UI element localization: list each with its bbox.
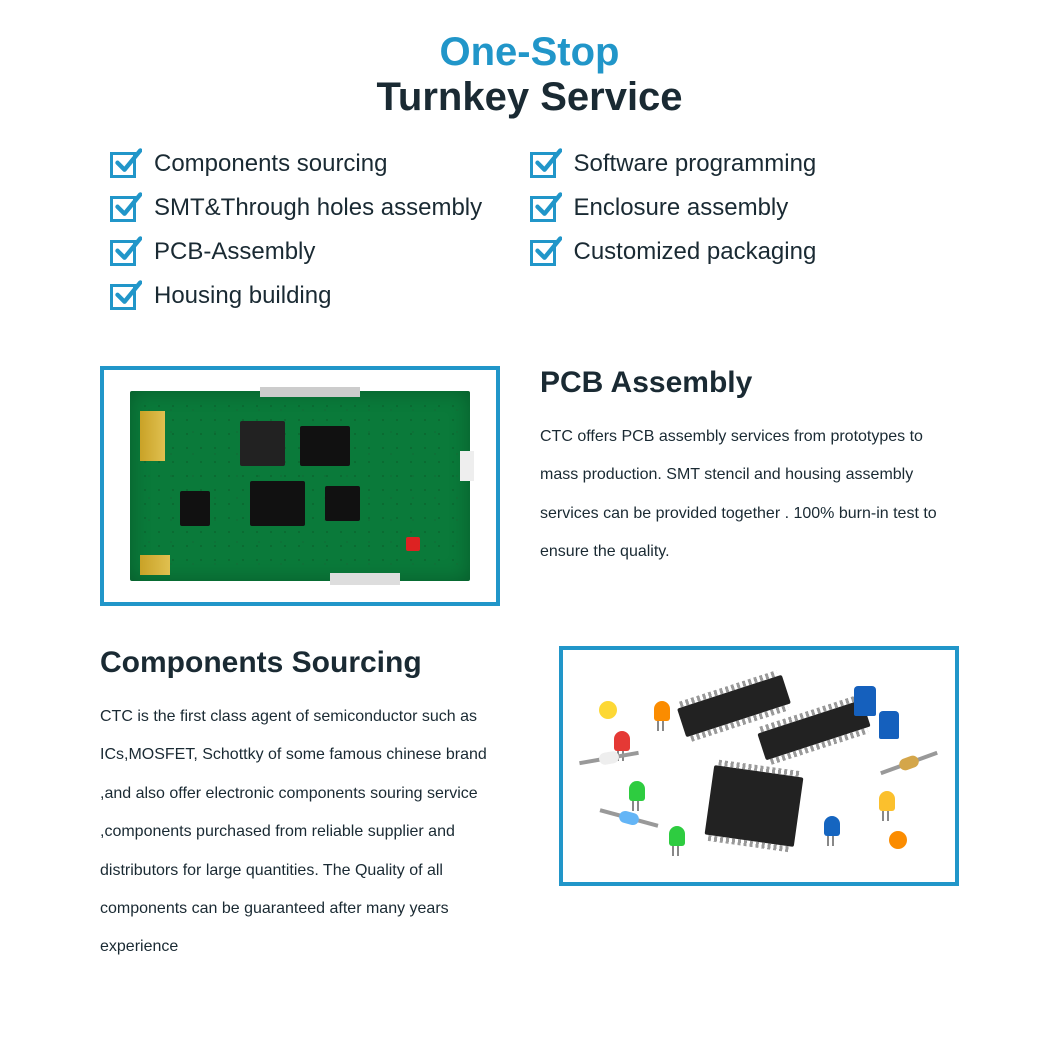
components-body: CTC is the first class agent of semicond… xyxy=(100,698,519,967)
section-components-sourcing: Components Sourcing CTC is the first cla… xyxy=(0,646,1059,967)
feature-label: Housing building xyxy=(154,282,331,310)
feature-item: Customized packaging xyxy=(530,238,950,266)
pcb-title: PCB Assembly xyxy=(540,366,959,400)
pcb-board-illustration xyxy=(130,391,470,581)
checkmark-icon xyxy=(530,238,558,266)
feature-item: PCB-Assembly xyxy=(110,238,530,266)
page-header: One-Stop Turnkey Service xyxy=(0,30,1059,120)
feature-item: Housing building xyxy=(110,282,530,310)
components-title: Components Sourcing xyxy=(100,646,519,680)
header-line1: One-Stop xyxy=(0,30,1059,75)
feature-label: Customized packaging xyxy=(574,238,817,266)
feature-label: PCB-Assembly xyxy=(154,238,315,266)
checkmark-icon xyxy=(530,150,558,178)
pcb-image-frame xyxy=(100,366,500,606)
feature-label: Enclosure assembly xyxy=(574,194,789,222)
features-left-column: Components sourcing SMT&Through holes as… xyxy=(110,150,530,326)
components-text-block: Components Sourcing CTC is the first cla… xyxy=(100,646,519,967)
feature-item: Enclosure assembly xyxy=(530,194,950,222)
section-pcb-assembly: PCB Assembly CTC offers PCB assembly ser… xyxy=(0,366,1059,606)
checkmark-icon xyxy=(530,194,558,222)
pcb-body: CTC offers PCB assembly services from pr… xyxy=(540,418,959,572)
header-line2: Turnkey Service xyxy=(0,75,1059,120)
components-illustration xyxy=(579,661,939,871)
checkmark-icon xyxy=(110,150,138,178)
checkmark-icon xyxy=(110,238,138,266)
features-right-column: Software programming Enclosure assembly … xyxy=(530,150,950,326)
feature-label: Software programming xyxy=(574,150,817,178)
checkmark-icon xyxy=(110,194,138,222)
features-list: Components sourcing SMT&Through holes as… xyxy=(0,150,1059,326)
checkmark-icon xyxy=(110,282,138,310)
feature-item: Software programming xyxy=(530,150,950,178)
pcb-text-block: PCB Assembly CTC offers PCB assembly ser… xyxy=(540,366,959,572)
feature-item: Components sourcing xyxy=(110,150,530,178)
feature-label: SMT&Through holes assembly xyxy=(154,194,482,222)
feature-item: SMT&Through holes assembly xyxy=(110,194,530,222)
feature-label: Components sourcing xyxy=(154,150,387,178)
components-image-frame xyxy=(559,646,959,886)
